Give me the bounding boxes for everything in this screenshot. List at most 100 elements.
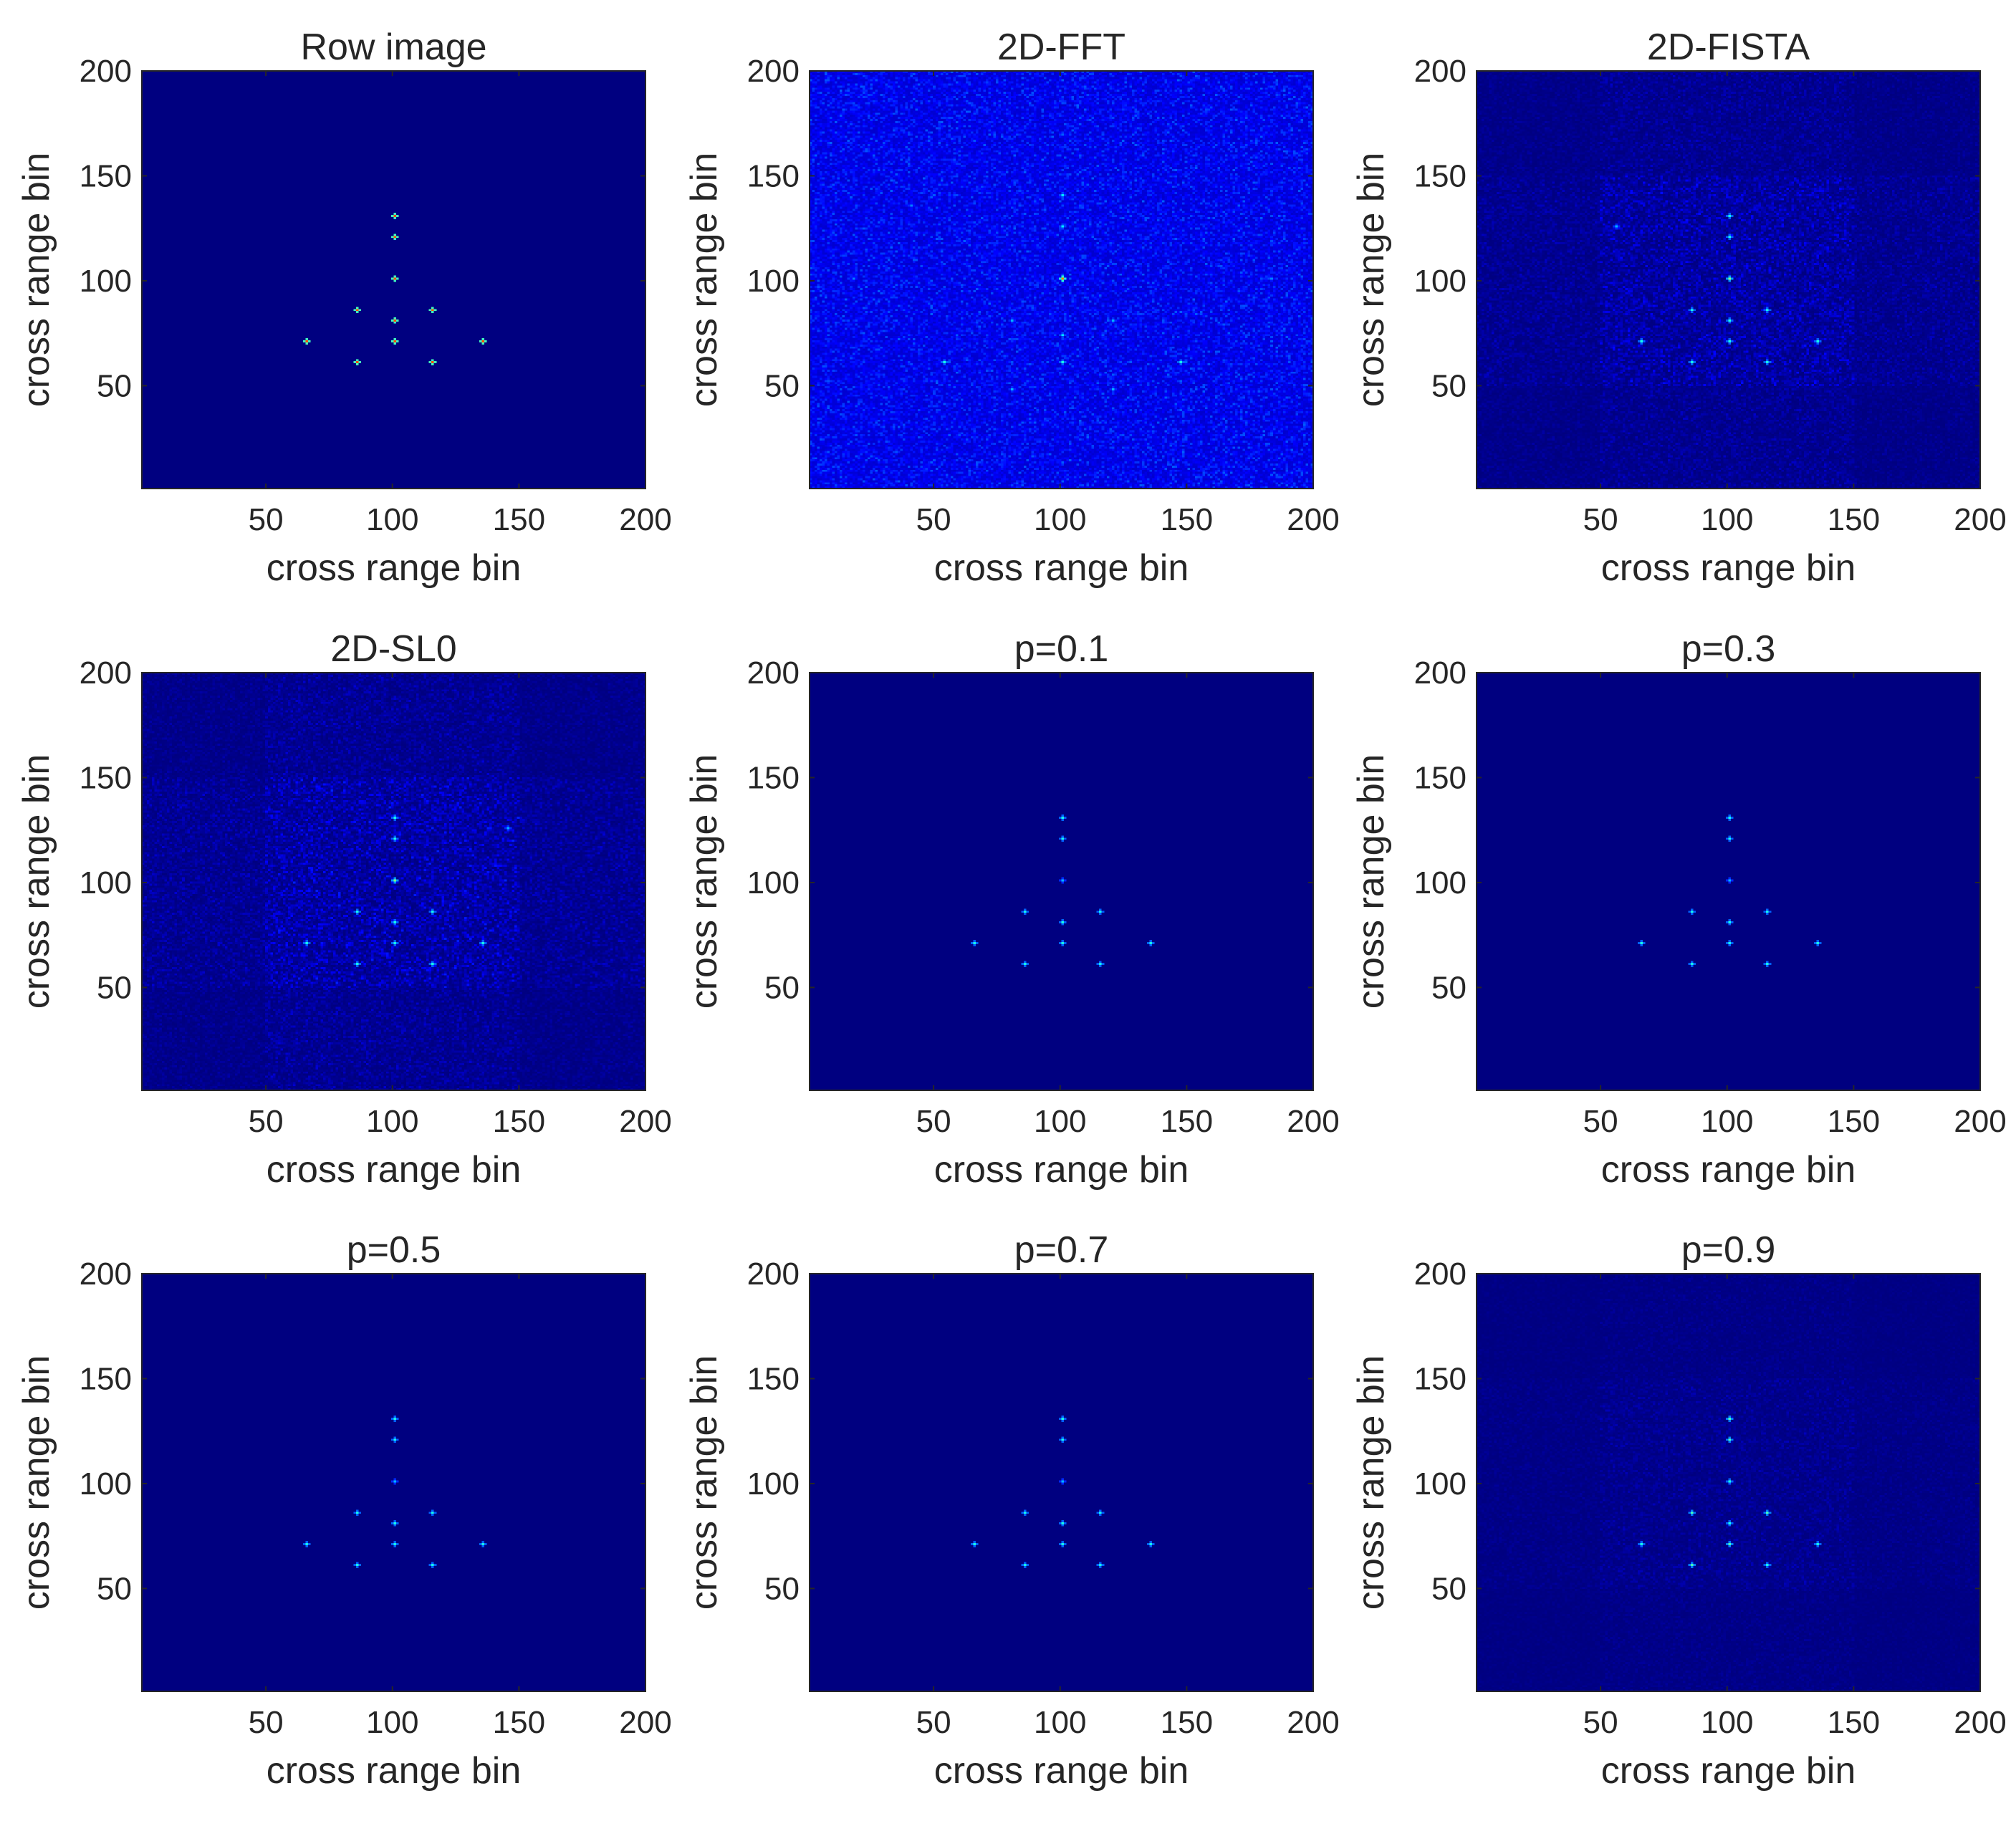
heatmap-image bbox=[810, 71, 1313, 489]
subplot-4: 50 100 150 200 50 100 150 200 2D-SL0 cross range … bbox=[16, 628, 672, 1191]
y-tick-label: 50 bbox=[1431, 970, 1467, 1005]
x-tick-label: 150 bbox=[1828, 1705, 1880, 1740]
y-tick-label: 150 bbox=[747, 760, 800, 795]
subplot-title: Row image bbox=[300, 27, 486, 68]
y-tick-label: 200 bbox=[1414, 54, 1467, 89]
subplot-6: 50 100 150 200 50 100 150 200 p=0.3 cross range b… bbox=[1350, 628, 2007, 1191]
y-axis-label: cross range bin bbox=[16, 754, 57, 1009]
y-tick-label: 200 bbox=[747, 655, 800, 691]
y-tick-label: 150 bbox=[80, 158, 132, 193]
y-tick-label: 50 bbox=[97, 970, 132, 1005]
y-tick-label: 150 bbox=[1414, 1361, 1467, 1396]
y-axis-label: cross range bin bbox=[683, 153, 725, 408]
x-tick-label: 50 bbox=[1583, 502, 1618, 537]
y-tick-label: 50 bbox=[764, 1571, 800, 1606]
y-tick-label: 200 bbox=[1414, 1257, 1467, 1292]
y-tick-label: 200 bbox=[747, 54, 800, 89]
axes-frame bbox=[809, 1273, 1314, 1692]
y-tick-label: 50 bbox=[1431, 1571, 1467, 1606]
heatmap-image bbox=[142, 71, 645, 489]
x-tick-label: 50 bbox=[916, 1705, 951, 1740]
y-tick-label: 200 bbox=[80, 54, 132, 89]
x-tick-label: 50 bbox=[916, 502, 951, 537]
y-tick-label: 100 bbox=[1414, 264, 1467, 299]
x-tick-label: 50 bbox=[916, 1104, 951, 1139]
x-tick-label: 150 bbox=[1828, 502, 1880, 537]
x-axis-label: cross range bin bbox=[934, 547, 1189, 589]
x-tick-label: 50 bbox=[1583, 1104, 1618, 1139]
y-tick-label: 100 bbox=[80, 264, 132, 299]
subplot-title: p=0.7 bbox=[1014, 1229, 1109, 1271]
subplot-title: 2D-SL0 bbox=[330, 628, 456, 670]
subplot-9: 50 100 150 200 50 100 150 200 p=0.9 cross range b… bbox=[1350, 1229, 2007, 1792]
axes-frame bbox=[809, 672, 1314, 1091]
y-tick-label: 200 bbox=[80, 1257, 132, 1292]
y-tick-label: 200 bbox=[80, 655, 132, 691]
x-tick-label: 100 bbox=[366, 502, 418, 537]
subplot-title: 2D-FISTA bbox=[1647, 27, 1810, 68]
y-tick-label: 100 bbox=[1414, 1466, 1467, 1502]
x-tick-label: 200 bbox=[1954, 502, 2006, 537]
y-axis-label: cross range bin bbox=[1350, 1355, 1392, 1610]
subplot-title: p=0.3 bbox=[1681, 628, 1776, 670]
y-tick-label: 100 bbox=[747, 1466, 800, 1502]
y-tick-label: 100 bbox=[80, 1466, 132, 1502]
y-tick-label: 50 bbox=[97, 1571, 132, 1606]
x-tick-label: 150 bbox=[1828, 1104, 1880, 1139]
axes-frame bbox=[141, 70, 646, 489]
subplot-title: p=0.9 bbox=[1681, 1229, 1776, 1271]
x-tick-label: 200 bbox=[1954, 1705, 2006, 1740]
subplot-7: 50 100 150 200 50 100 150 200 p=0.5 cross range b… bbox=[16, 1229, 672, 1792]
x-tick-label: 200 bbox=[619, 1104, 671, 1139]
x-tick-label: 150 bbox=[1161, 1104, 1213, 1139]
x-tick-label: 100 bbox=[1701, 502, 1753, 537]
x-tick-label: 50 bbox=[249, 502, 284, 537]
y-tick-label: 150 bbox=[1414, 760, 1467, 795]
subplot-title: p=0.5 bbox=[347, 1229, 441, 1271]
x-tick-label: 200 bbox=[1287, 1705, 1339, 1740]
y-axis-label: cross range bin bbox=[683, 754, 725, 1009]
subplot-5: 50 100 150 200 50 100 150 200 p=0.1 cross range b… bbox=[683, 628, 1340, 1191]
x-tick-label: 100 bbox=[1701, 1705, 1753, 1740]
axes-frame bbox=[1476, 70, 1981, 489]
x-axis-label: cross range bin bbox=[934, 1750, 1189, 1792]
x-axis-label: cross range bin bbox=[267, 1750, 522, 1792]
x-tick-label: 100 bbox=[366, 1104, 418, 1139]
y-axis-label: cross range bin bbox=[1350, 153, 1392, 408]
y-axis-label: cross range bin bbox=[16, 153, 57, 408]
heatmap-image bbox=[142, 673, 645, 1090]
x-axis-label: cross range bin bbox=[1601, 1750, 1856, 1792]
y-tick-label: 150 bbox=[80, 1361, 132, 1396]
y-axis-label: cross range bin bbox=[683, 1355, 725, 1610]
x-tick-label: 100 bbox=[366, 1705, 418, 1740]
y-axis-label: cross range bin bbox=[1350, 754, 1392, 1009]
axes-frame bbox=[141, 1273, 646, 1692]
subplot-title: 2D-FFT bbox=[997, 27, 1125, 68]
y-tick-label: 200 bbox=[1414, 655, 1467, 691]
x-axis-label: cross range bin bbox=[934, 1149, 1189, 1191]
x-tick-label: 50 bbox=[249, 1705, 284, 1740]
subplot-3: 50 100 150 200 50 100 150 200 2D-FISTA cross rang… bbox=[1350, 27, 2007, 589]
heatmap-image bbox=[810, 1274, 1313, 1691]
y-axis-label: cross range bin bbox=[16, 1355, 57, 1610]
y-tick-label: 100 bbox=[747, 865, 800, 900]
subplot-8: 50 100 150 200 50 100 150 200 p=0.7 cross range b… bbox=[683, 1229, 1340, 1792]
x-tick-label: 50 bbox=[1583, 1705, 1618, 1740]
y-tick-label: 150 bbox=[747, 158, 800, 193]
heatmap-image bbox=[1477, 71, 1980, 489]
y-tick-label: 100 bbox=[747, 264, 800, 299]
y-tick-label: 150 bbox=[80, 760, 132, 795]
x-tick-label: 150 bbox=[1161, 502, 1213, 537]
x-tick-label: 100 bbox=[1701, 1104, 1753, 1139]
axes-frame bbox=[809, 70, 1314, 489]
x-tick-label: 100 bbox=[1034, 1705, 1086, 1740]
y-tick-label: 100 bbox=[1414, 865, 1467, 900]
heatmap-image bbox=[1477, 1274, 1980, 1691]
y-tick-label: 50 bbox=[764, 368, 800, 403]
y-tick-label: 150 bbox=[747, 1361, 800, 1396]
axes-frame bbox=[1476, 1273, 1981, 1692]
x-tick-label: 150 bbox=[493, 1705, 545, 1740]
x-tick-label: 200 bbox=[619, 1705, 671, 1740]
x-tick-label: 150 bbox=[1161, 1705, 1213, 1740]
